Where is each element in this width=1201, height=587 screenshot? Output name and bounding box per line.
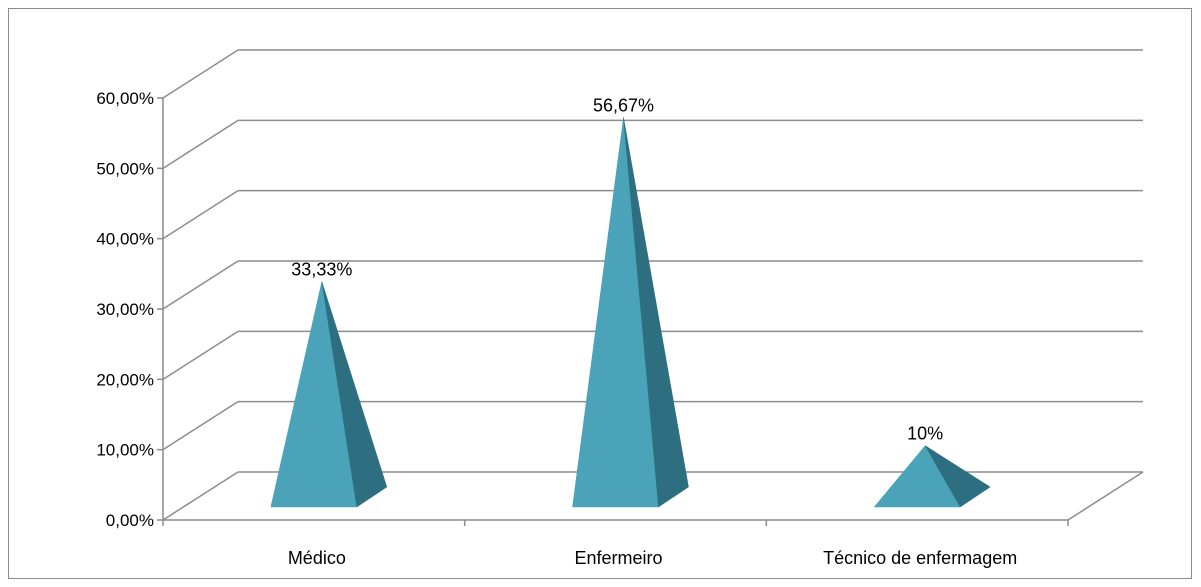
data-label: 10%	[907, 424, 943, 444]
y-tick-label: 40,00%	[96, 230, 154, 249]
grid-layer	[162, 49, 1144, 521]
pyramid-side-face	[623, 117, 689, 508]
data-label: 56,67%	[593, 95, 654, 115]
gridline-side	[162, 190, 239, 240]
gridline-side	[162, 49, 239, 99]
x-category-label: Técnico de enfermagem	[823, 548, 1017, 568]
y-tick-label: 60,00%	[96, 89, 154, 108]
gridline-side	[162, 119, 239, 169]
gridline-side	[162, 260, 239, 310]
label-layer: 0,00% 10,00% 20,00% 30,00% 40,00% 50,00% 60,00…	[96, 89, 1017, 568]
x-category-label: Enfermeiro	[574, 548, 662, 568]
gridline-side	[162, 471, 239, 521]
y-tick-label: 0,00%	[106, 511, 154, 530]
pyramid-side-face	[924, 445, 991, 508]
y-tick-label: 50,00%	[96, 159, 154, 178]
pyramid-side-face	[321, 281, 388, 508]
y-tick-label: 20,00%	[96, 370, 154, 389]
x-category-label: Médico	[288, 548, 346, 568]
bar-layer	[270, 117, 991, 508]
y-tick-label: 30,00%	[96, 300, 154, 319]
y-tick-label: 10,00%	[96, 441, 154, 460]
gridline-side	[162, 401, 239, 451]
axis-layer	[157, 97, 1069, 526]
data-label: 33,33%	[291, 260, 352, 280]
floor-right-edge	[1067, 471, 1144, 521]
gridline-side	[162, 330, 239, 380]
